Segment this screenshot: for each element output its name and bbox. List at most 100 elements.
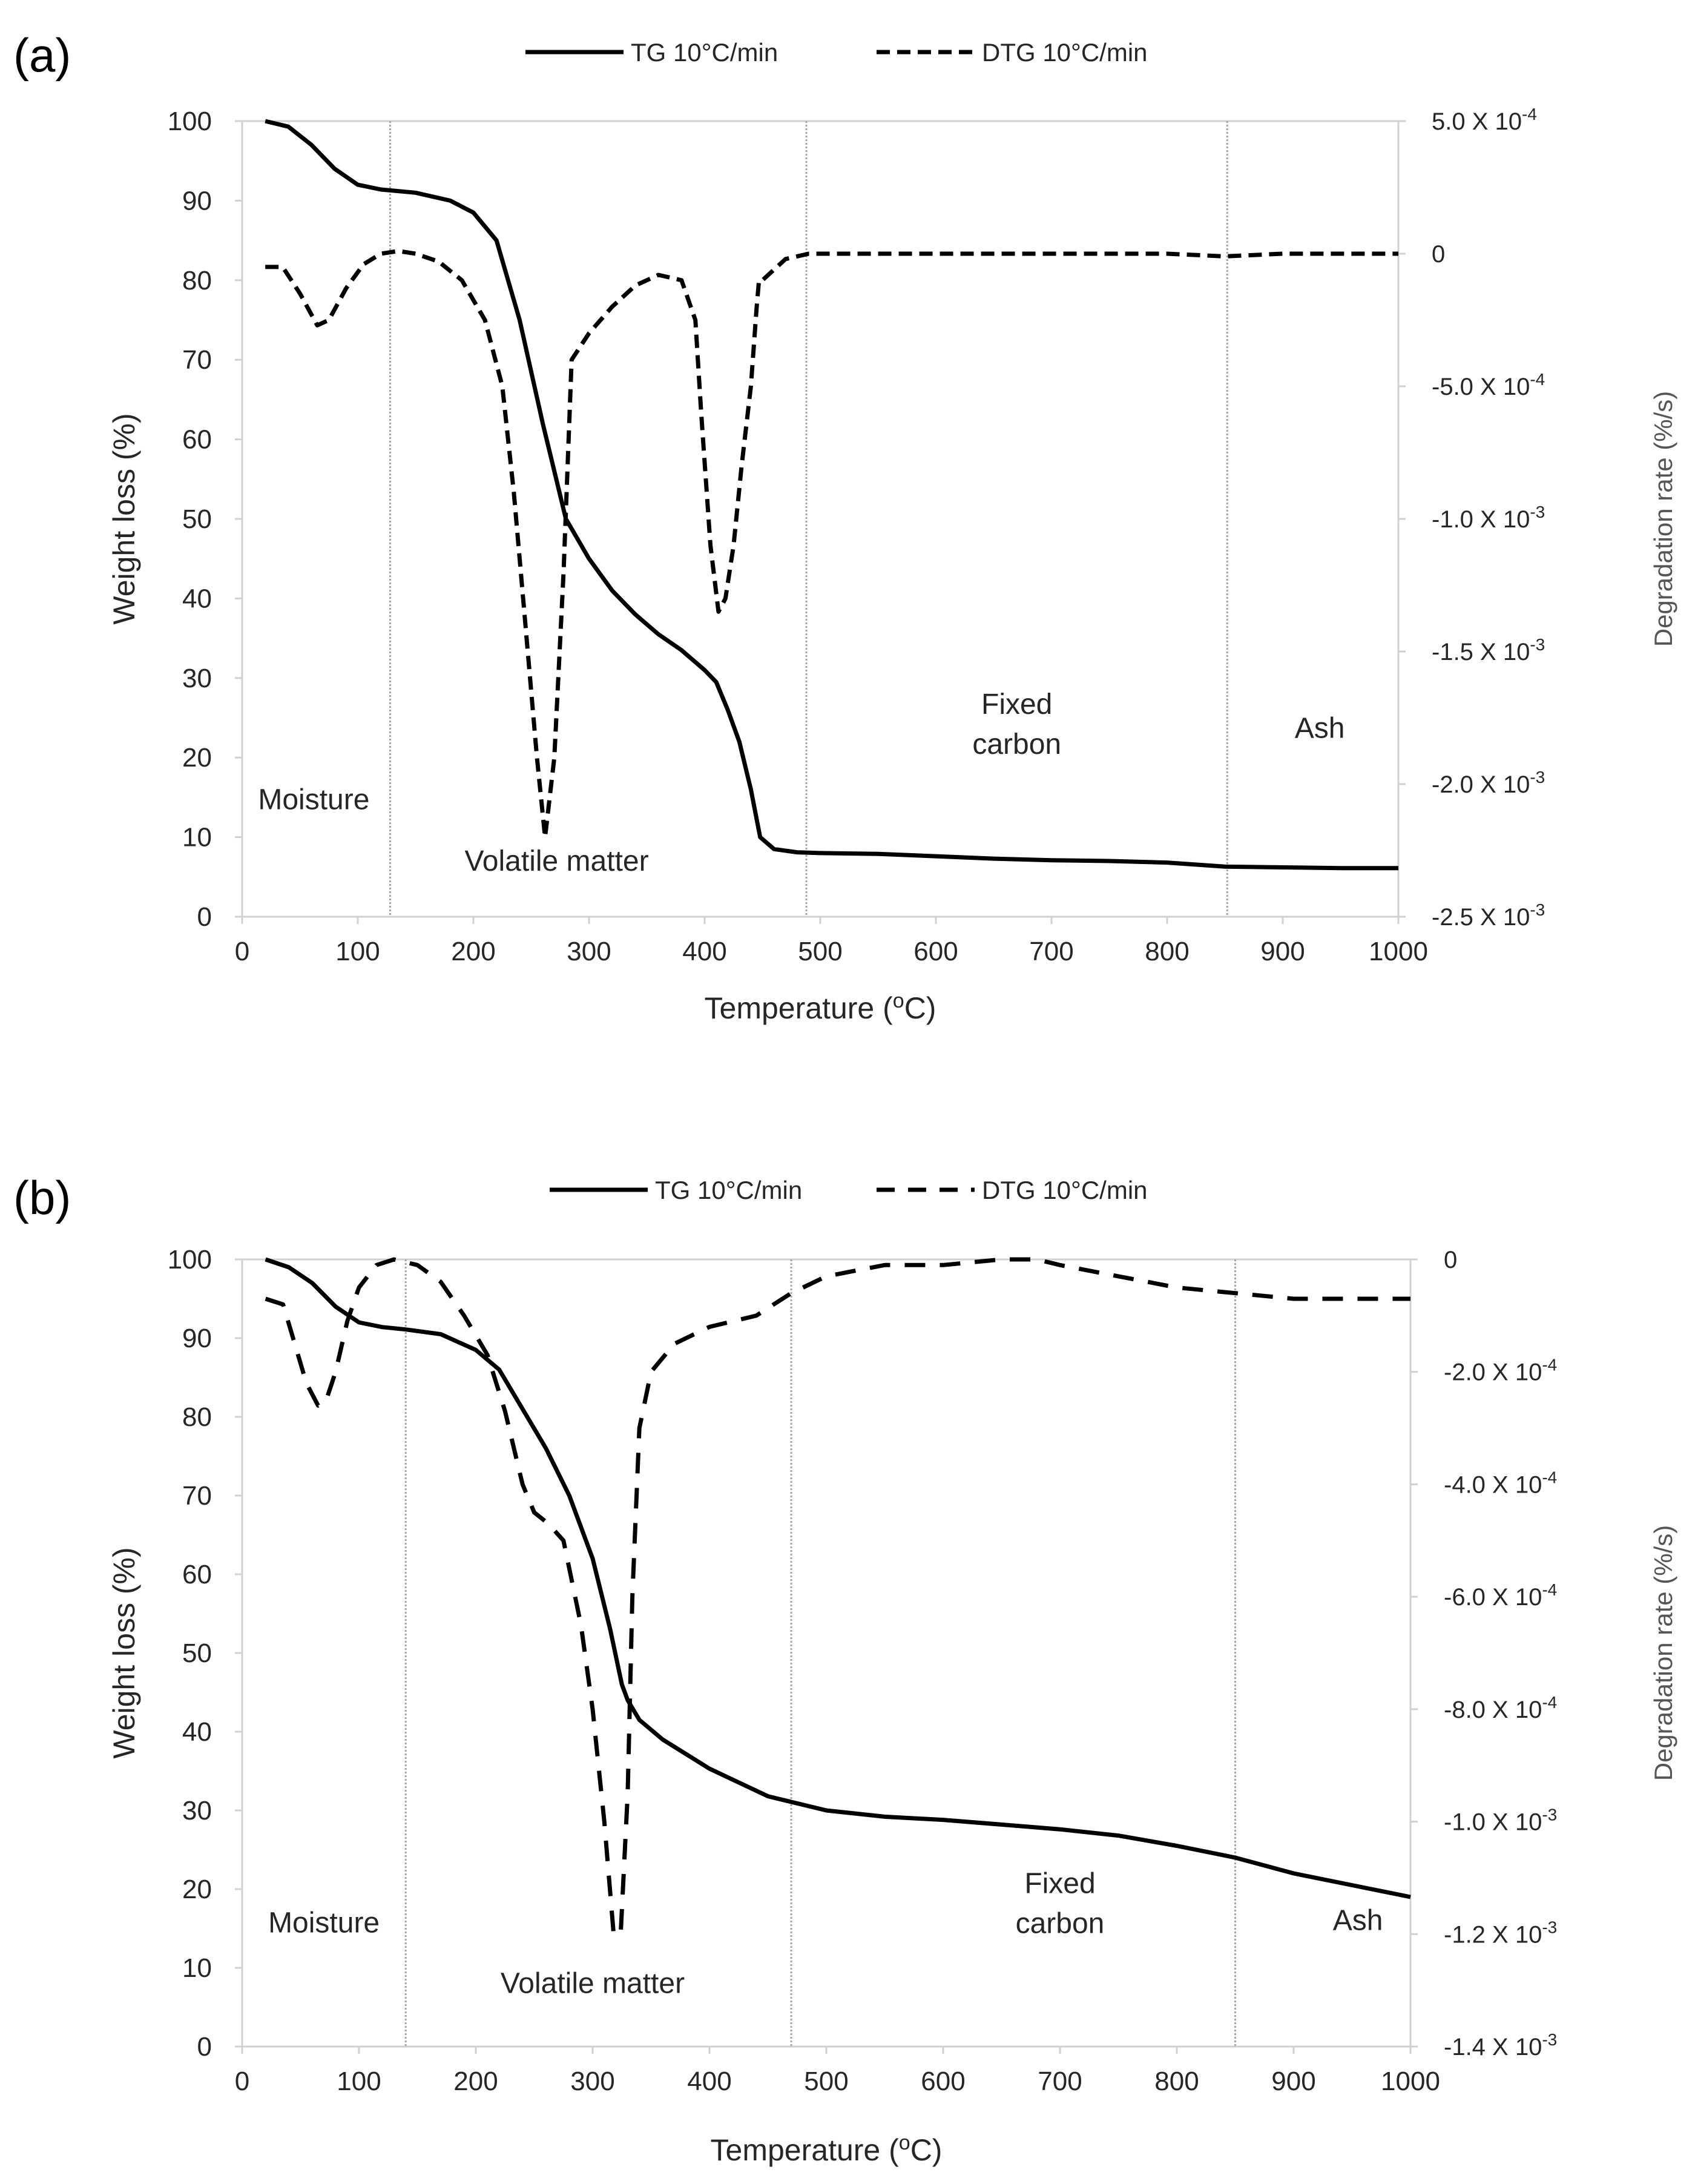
y-tick-label: 70 xyxy=(182,1481,212,1511)
x-tick-label: 700 xyxy=(1038,2067,1082,2096)
y-tick-label: 0 xyxy=(197,902,212,932)
y2-tick-label: -5.0 X 10-4 xyxy=(1432,370,1545,400)
y-tick-label: 30 xyxy=(182,664,212,693)
x-tick-label: 400 xyxy=(687,2067,731,2096)
x-tick-label: 200 xyxy=(453,2067,498,2096)
tg-series-line xyxy=(265,1257,1411,1899)
stage-annotation: Volatile matter xyxy=(501,1968,685,2000)
dtg-series-line xyxy=(265,1257,1410,1936)
panel-a-y-axis-title: Weight loss (%) xyxy=(107,413,141,624)
panel-b-annotations: Moisture Volatile matter Fixed carbon Ash xyxy=(268,1868,1383,2000)
x-tick-label: 1000 xyxy=(1381,2067,1440,2096)
x-tick-label: 500 xyxy=(798,937,842,966)
panel-a-x-axis-title: Temperature (oC) xyxy=(705,989,936,1025)
x-tick-label: 200 xyxy=(451,937,495,966)
panel-b-legend: TG 10°C/min DTG 10°C/min xyxy=(550,1176,1148,1204)
x-tick-label: 100 xyxy=(337,2067,381,2096)
panel-a-series xyxy=(265,119,1398,871)
x-tick-label: 0 xyxy=(235,937,249,966)
panel-b-y2-axis-title: Degradation rate (%/s) xyxy=(1649,1525,1677,1781)
stage-annotation: Ash xyxy=(1333,1905,1383,1937)
y2-tick-label: -4.0 X 10-4 xyxy=(1444,1468,1557,1498)
y2-tick-label: 0 xyxy=(1432,241,1445,268)
x-tick-label: 1000 xyxy=(1369,937,1428,966)
y2-tick-label: 0 xyxy=(1444,1247,1457,1273)
x-tick-label: 400 xyxy=(682,937,726,966)
y-tick-label: 90 xyxy=(182,186,212,216)
y-tick-label: 60 xyxy=(182,1560,212,1589)
x-tick-label: 700 xyxy=(1029,937,1073,966)
panel-b-x-axis-title: Temperature (oC) xyxy=(711,2131,943,2167)
y-tick-label: 100 xyxy=(168,107,212,136)
y-tick-label: 80 xyxy=(182,1402,212,1432)
panel-b-x-ticks: 0 100 200 300 400 500 600 700 800 900 1000 xyxy=(235,2047,1440,2096)
y-tick-label: 100 xyxy=(168,1245,212,1275)
y-tick-label: 10 xyxy=(182,823,212,853)
y2-tick-label: -8.0 X 10-4 xyxy=(1444,1693,1557,1723)
y-tick-label: 50 xyxy=(182,504,212,534)
panel-b-label: (b) xyxy=(13,1171,71,1224)
legend-a-tg-label: TG 10°C/min xyxy=(631,38,778,67)
y2-tick-label: -1.0 X 10-3 xyxy=(1444,1806,1557,1836)
y-tick-label: 90 xyxy=(182,1324,212,1353)
y2-tick-label: -2.5 X 10-3 xyxy=(1432,900,1545,931)
stage-annotation: Ash xyxy=(1295,712,1345,744)
stage-annotation: Moisture xyxy=(258,784,369,816)
y2-tick-label: -6.0 X 10-4 xyxy=(1444,1580,1557,1611)
x-tick-label: 600 xyxy=(921,2067,965,2096)
y2-tick-label: 5.0 X 10-4 xyxy=(1432,105,1537,135)
x-tick-label: 900 xyxy=(1260,937,1305,966)
y-tick-label: 40 xyxy=(182,584,212,613)
y-tick-label: 20 xyxy=(182,743,212,773)
y-tick-label: 50 xyxy=(182,1638,212,1668)
y-tick-label: 60 xyxy=(182,425,212,455)
panel-b-series xyxy=(265,1257,1411,1936)
y-tick-label: 40 xyxy=(182,1717,212,1747)
x-tick-label: 800 xyxy=(1154,2067,1199,2096)
y-tick-label: 70 xyxy=(182,345,212,375)
stage-annotation: Fixed carbon xyxy=(972,688,1061,760)
legend-b-tg-label: TG 10°C/min xyxy=(655,1176,802,1204)
y2-tick-label: -1.4 X 10-3 xyxy=(1444,2030,1557,2060)
panel-a-plot-frame xyxy=(241,120,1400,918)
stage-annotation: Volatile matter xyxy=(464,845,648,877)
y-tick-label: 80 xyxy=(182,266,212,295)
y2-tick-label: -1.0 X 10-3 xyxy=(1432,503,1545,533)
panel-b-y-ticks: 0 10 20 30 40 50 60 70 80 90 100 xyxy=(168,1245,242,2062)
x-tick-label: 900 xyxy=(1271,2067,1315,2096)
y-tick-label: 10 xyxy=(182,1953,212,1983)
panel-a-annotations: Moisture Volatile matter Fixed carbon Ash xyxy=(258,688,1344,877)
legend-b-dtg-label: DTG 10°C/min xyxy=(982,1176,1148,1204)
x-tick-label: 600 xyxy=(913,937,958,966)
y-tick-label: 30 xyxy=(182,1796,212,1826)
x-tick-label: 300 xyxy=(567,937,611,966)
x-tick-label: 0 xyxy=(235,2067,249,2096)
x-tick-label: 500 xyxy=(804,2067,848,2096)
stage-annotation: Fixed carbon xyxy=(1016,1868,1105,1940)
panel-a-x-ticks: 0 100 200 300 400 500 600 700 800 900 1000 xyxy=(235,917,1428,966)
panel-b-stage-lines xyxy=(404,1259,1236,2047)
x-tick-label: 100 xyxy=(335,937,380,966)
y-tick-label: 20 xyxy=(182,1875,212,1904)
tg-series-line xyxy=(265,119,1398,871)
panel-b: (b) TG 10°C/min DTG 10°C/min 0 100 200 300 4… xyxy=(13,1171,1677,2167)
y2-tick-label: -2.0 X 10-3 xyxy=(1432,768,1545,798)
y2-tick-label: -1.5 X 10-3 xyxy=(1432,635,1545,665)
panel-a-legend: TG 10°C/min DTG 10°C/min xyxy=(525,38,1148,67)
y2-tick-label: -1.2 X 10-3 xyxy=(1444,1918,1557,1948)
panel-b-y2-ticks: 0 -2.0 X 10-4 -4.0 X 10-4 -6.0 X 10-4 -8.0 X… xyxy=(1410,1247,1557,2060)
dtg-series-line xyxy=(265,249,1398,840)
panel-b-y-axis-title: Weight loss (%) xyxy=(107,1547,141,1758)
stage-annotation: Moisture xyxy=(268,1907,380,1939)
panel-a-y2-axis-title: Degradation rate (%/s) xyxy=(1649,391,1677,647)
panel-a: (a) TG 10°C/min DTG 10°C/min 0 100 200 300 4… xyxy=(13,28,1677,1025)
y2-tick-label: -2.0 X 10-4 xyxy=(1444,1356,1557,1386)
x-tick-label: 800 xyxy=(1145,937,1189,966)
panel-a-y2-ticks: 5.0 X 10-4 0 -5.0 X 10-4 -1.0 X 10-3 -1.5 X … xyxy=(1398,105,1545,931)
x-tick-label: 300 xyxy=(570,2067,614,2096)
legend-a-dtg-label: DTG 10°C/min xyxy=(982,38,1148,67)
panel-a-y-ticks: 0 10 20 30 40 50 60 70 80 90 100 xyxy=(168,107,242,932)
y-tick-label: 0 xyxy=(197,2032,212,2062)
panel-a-label: (a) xyxy=(13,28,71,82)
